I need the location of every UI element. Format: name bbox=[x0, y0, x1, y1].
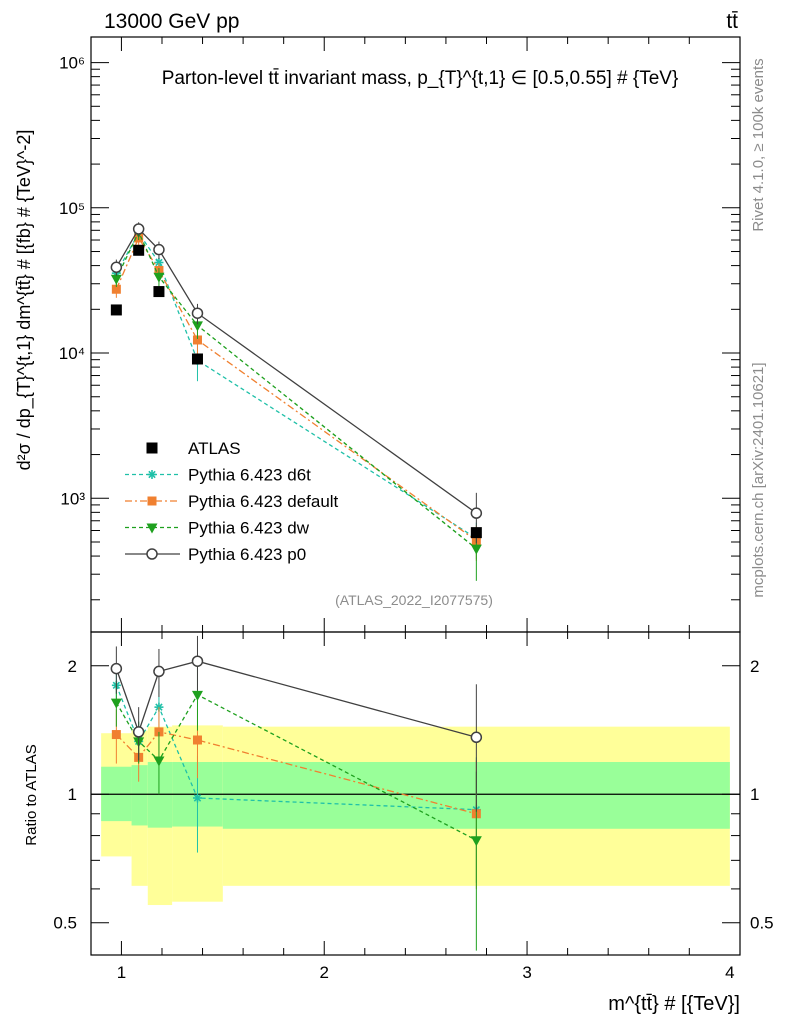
x-tick-label: 3 bbox=[522, 963, 531, 982]
ratio-point bbox=[153, 665, 165, 678]
y-tick-label: 10⁶ bbox=[59, 54, 85, 73]
ratio-point bbox=[111, 730, 121, 740]
legend-label: Pythia 6.423 d6t bbox=[188, 466, 311, 485]
x-tick-label: 4 bbox=[725, 963, 734, 982]
stat-uncertainty-band bbox=[131, 765, 148, 826]
y-tick-label: 10⁴ bbox=[59, 344, 85, 363]
source-label: mcplots.cern.ch [arXiv:2401.10621] bbox=[750, 362, 767, 597]
ratio-y-axis-label: Ratio to ATLAS bbox=[23, 744, 40, 845]
x-tick-label: 1 bbox=[117, 963, 126, 982]
ratio-point bbox=[470, 836, 482, 847]
atlas-data-point bbox=[110, 304, 122, 316]
atlas-data-point bbox=[191, 353, 203, 365]
data-point bbox=[111, 284, 121, 294]
main-title: Parton-level tt̄ invariant mass, p_{T}^{… bbox=[162, 68, 679, 89]
ratio-y-tick-label: 2 bbox=[68, 657, 77, 676]
data-point bbox=[192, 335, 202, 345]
atlas-data-point bbox=[153, 286, 165, 298]
legend-item: Pythia 6.423 p0 bbox=[125, 545, 306, 564]
ratio-y-tick-label-right: 2 bbox=[750, 657, 759, 676]
main-panel: 10³ 10⁴ 10⁵ 10⁶ Parton-level tt̄ invariant … bbox=[14, 36, 741, 633]
legend: ATLAS Pythia 6.423 d6t Pythia 6.423 defaul… bbox=[125, 439, 339, 564]
ratio-y-tick-label: 0.5 bbox=[53, 914, 77, 933]
ratio-point bbox=[191, 655, 204, 667]
ratio-point bbox=[132, 726, 145, 738]
atlas-data-point bbox=[133, 244, 145, 256]
legend-marker bbox=[146, 523, 158, 534]
ratio-frame bbox=[90, 631, 741, 956]
legend-item: Pythia 6.423 dw bbox=[125, 519, 310, 538]
legend-marker bbox=[147, 470, 157, 479]
y-tick-label: 10⁵ bbox=[59, 199, 85, 218]
rivet-version-label: Rivet 4.1.0, ≥ 100k events bbox=[750, 58, 767, 231]
energy-label: 13000 GeV pp bbox=[104, 10, 239, 33]
data-point bbox=[191, 307, 204, 319]
y-tick-label: 10³ bbox=[60, 489, 85, 508]
data-point bbox=[191, 321, 203, 332]
ratio-point bbox=[192, 735, 202, 745]
legend-item: ATLAS bbox=[146, 439, 241, 458]
ratio-point bbox=[192, 793, 202, 803]
ratio-y-tick-label-right: 1 bbox=[750, 785, 759, 804]
data-point bbox=[153, 272, 165, 283]
series-pythia-6-423-p0 bbox=[110, 222, 483, 544]
main-y-axis-label: d²σ / dp_{T}^{t,1} dm^{tt̄} # [{fb} # {T… bbox=[14, 130, 35, 471]
ratio-point bbox=[470, 731, 483, 744]
data-point bbox=[132, 223, 145, 235]
legend-label: Pythia 6.423 p0 bbox=[188, 545, 306, 564]
ratio-y-tick-label-right: 0.5 bbox=[750, 914, 774, 933]
legend-label: Pythia 6.423 default bbox=[188, 492, 339, 511]
legend-item: Pythia 6.423 default bbox=[125, 492, 339, 511]
ratio-point bbox=[191, 690, 203, 701]
legend-marker bbox=[146, 548, 158, 560]
data-point bbox=[153, 243, 165, 256]
legend-item: Pythia 6.423 d6t bbox=[125, 466, 311, 485]
analysis-watermark: (ATLAS_2022_I2077575) bbox=[335, 592, 493, 608]
ratio-line bbox=[115, 660, 477, 738]
ratio-panel: 0.5 0.5 1 1 2 2 1 2 3 4 Ratio to ATLAS m^{tt̄} # … bbox=[23, 631, 774, 1015]
legend-marker bbox=[147, 496, 157, 506]
legend-marker bbox=[146, 442, 158, 454]
x-axis-label: m^{tt̄} # [{TeV}] bbox=[608, 993, 740, 1015]
ratio-point bbox=[153, 756, 165, 767]
ratio-y-tick-label: 1 bbox=[68, 785, 77, 804]
legend-label: ATLAS bbox=[188, 439, 241, 458]
ratio-series-pythia-6-423-p0 bbox=[110, 635, 483, 812]
ratio-point bbox=[110, 698, 122, 709]
process-label: tt̄ bbox=[726, 10, 738, 33]
data-point bbox=[470, 544, 482, 555]
atlas-data-point bbox=[470, 527, 482, 539]
x-tick-label: 2 bbox=[320, 963, 329, 982]
main-frame bbox=[90, 36, 741, 633]
data-point bbox=[110, 261, 123, 273]
series-pythia-6-423-default bbox=[111, 231, 481, 561]
data-point bbox=[470, 507, 483, 519]
data-point bbox=[110, 274, 122, 285]
ratio-point bbox=[110, 662, 123, 675]
legend-label: Pythia 6.423 dw bbox=[188, 519, 310, 538]
